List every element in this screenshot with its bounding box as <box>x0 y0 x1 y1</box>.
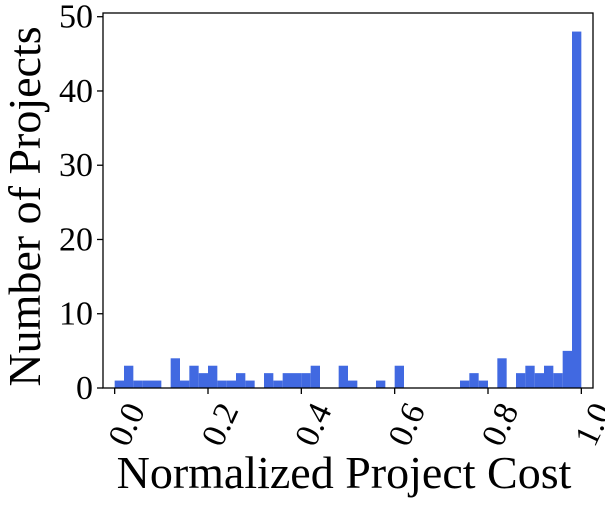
histogram-bar <box>310 365 320 388</box>
histogram-bar <box>114 380 124 388</box>
y-tick-label: 40 <box>59 73 93 110</box>
histogram-bar <box>469 373 479 388</box>
x-axis: 0.0 0.2 0.4 0.6 0.8 1.0 <box>101 388 605 452</box>
x-tick-label: 0.8 <box>475 398 526 452</box>
histogram-bar <box>376 380 386 388</box>
histogram-bar <box>208 365 218 388</box>
plot-frame <box>102 12 594 389</box>
y-tick-label: 0 <box>76 370 93 407</box>
y-axis-label: Number of Projects <box>0 26 50 386</box>
histogram-bar <box>338 365 348 388</box>
histogram-bar <box>170 358 180 388</box>
y-tick-label: 20 <box>59 221 93 258</box>
histogram-bar <box>525 365 535 388</box>
histogram-bar <box>282 373 292 388</box>
histogram-bar <box>198 373 208 388</box>
histogram-bar <box>264 373 274 388</box>
histogram-bar <box>534 373 544 388</box>
y-tick-label: 30 <box>59 147 93 184</box>
histogram-bar <box>348 380 358 388</box>
histogram-bar <box>516 373 526 388</box>
histogram-bar <box>292 373 302 388</box>
x-tick-label: 0.0 <box>101 398 152 452</box>
histogram-bar <box>394 365 404 388</box>
histogram-bar <box>460 380 470 388</box>
histogram-bar <box>553 373 563 388</box>
histogram-bars <box>114 31 582 388</box>
histogram-bar <box>544 365 554 388</box>
histogram-bar <box>226 380 236 388</box>
x-tick-label: 0.6 <box>381 398 432 452</box>
y-tick-label: 50 <box>59 0 93 36</box>
x-tick-label: 0.4 <box>288 398 339 452</box>
histogram-bar <box>478 380 488 388</box>
histogram-bar <box>245 380 255 388</box>
x-tick-label: 1.0 <box>568 398 605 452</box>
histogram-bar <box>301 373 311 388</box>
histogram-bar <box>562 350 572 388</box>
y-tick-label: 10 <box>59 296 93 333</box>
histogram-bar <box>133 380 143 388</box>
histogram-bar <box>142 380 152 388</box>
histogram-bar <box>497 358 507 388</box>
histogram-bar <box>236 373 246 388</box>
histogram-bar <box>572 31 582 388</box>
histogram-bar <box>180 380 190 388</box>
histogram-bar <box>217 380 227 388</box>
histogram-bar <box>273 380 283 388</box>
x-tick-label: 0.2 <box>195 398 246 452</box>
y-axis: 0 10 20 30 40 50 <box>59 0 103 407</box>
histogram-bar <box>124 365 134 388</box>
histogram-bar <box>152 380 162 388</box>
x-axis-label: Normalized Project Cost <box>117 447 572 498</box>
histogram-bar <box>189 365 199 388</box>
